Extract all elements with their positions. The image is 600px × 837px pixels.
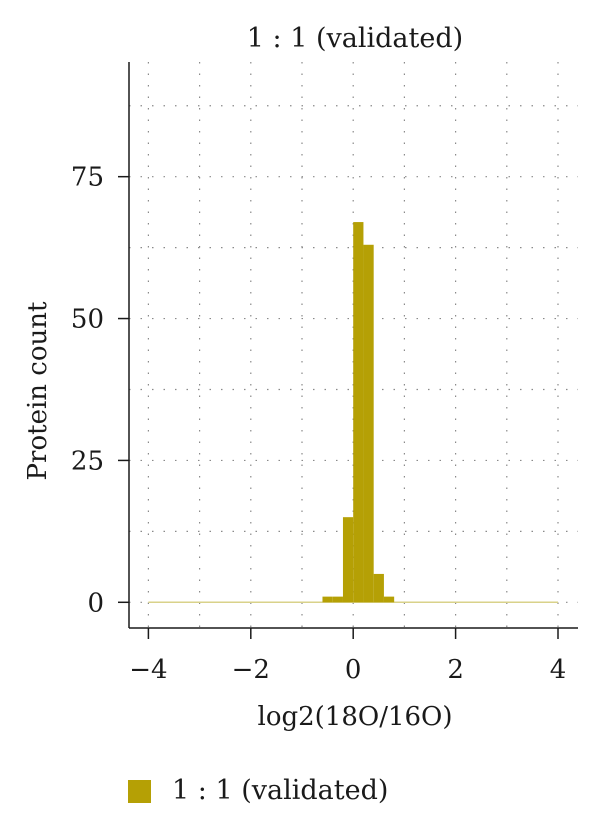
x-ticks: −4 −2 0 2 4 — [129, 628, 566, 685]
legend: 1 : 1 (validated) — [128, 775, 388, 806]
x-tick-label: 0 — [345, 655, 362, 685]
bars — [322, 222, 395, 603]
histogram-bar — [332, 596, 343, 603]
histogram-bar — [383, 596, 395, 603]
y-tick-label: 75 — [71, 163, 104, 193]
histogram-bar — [322, 596, 333, 603]
x-tick-label: 2 — [447, 655, 464, 685]
y-ticks: 0 25 50 75 — [71, 163, 129, 618]
x-tick-label: −4 — [129, 655, 167, 685]
chart-title: 1 : 1 (validated) — [247, 23, 463, 54]
y-tick-label: 0 — [87, 588, 104, 618]
histogram-bar — [342, 517, 354, 603]
legend-swatch — [128, 780, 151, 803]
y-axis-label: Protein count — [23, 301, 53, 480]
legend-label: 1 : 1 (validated) — [172, 775, 388, 806]
histogram-bar — [353, 222, 364, 603]
y-tick-label: 50 — [71, 305, 104, 335]
y-tick-label: 25 — [71, 446, 104, 476]
histogram-bar — [363, 244, 374, 603]
x-tick-label: −2 — [232, 655, 270, 685]
x-tick-label: 4 — [550, 655, 567, 685]
x-axis-label: log2(18O/16O) — [258, 702, 453, 732]
histogram-bar — [373, 573, 384, 603]
